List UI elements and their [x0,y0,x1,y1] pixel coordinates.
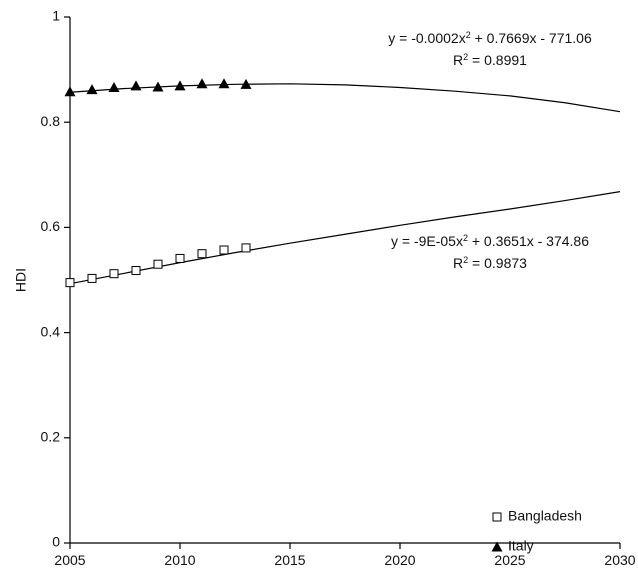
data-point [109,269,119,279]
legend-marker [492,512,502,522]
data-point [130,80,142,91]
legend-marker [491,541,503,552]
equation-part: = 0.8991 [468,52,527,68]
x-tick-label: 2030 [604,552,635,568]
data-point [241,243,251,253]
data-point [219,245,229,255]
equation-part: 2 [463,52,468,62]
y-tick-label: 0.6 [41,218,61,234]
y-axis-label: HDI [13,268,29,292]
data-point [131,266,141,276]
legend-label: Bangladesh [508,508,582,524]
data-point [240,78,252,89]
data-point [196,78,208,89]
data-point [174,80,186,91]
data-point [87,273,97,283]
data-point [65,278,75,288]
equation-part: = 0.9873 [468,255,527,271]
r-squared: R2 = 0.8991 [453,52,527,68]
equation-part: 2 [463,233,468,243]
data-point [175,253,185,263]
x-tick-label: 2010 [164,552,195,568]
x-tick-label: 2025 [494,552,525,568]
data-point [152,81,164,92]
data-point [108,81,120,92]
y-tick-label: 0.8 [41,113,61,129]
y-tick-label: 0.2 [41,429,61,445]
legend-label: Italy [508,538,534,554]
data-point [197,249,207,259]
y-tick-label: 0.4 [41,323,61,339]
trend-equation: y = -0.0002x2 + 0.7669x - 771.06 [388,30,592,46]
x-tick-label: 2015 [274,552,305,568]
equation-part: y = -0.0002x [388,30,465,46]
equation-part: + 0.3651x - 374.86 [468,233,589,249]
equation-part: y = -9E-05x [391,233,463,249]
data-point [153,259,163,269]
r-squared: R2 = 0.9873 [453,255,527,271]
trendline [69,83,621,113]
y-tick-label: 0 [52,534,60,550]
equation-part: 2 [466,30,471,40]
equation-part: + 0.7669x - 771.06 [471,30,592,46]
trend-equation: y = -9E-05x2 + 0.3651x - 374.86 [391,233,589,249]
equation-part: R [453,255,463,271]
data-point [218,78,230,89]
equation-part: R [453,52,463,68]
data-point [64,86,76,97]
x-tick-label: 2020 [384,552,415,568]
data-point [86,84,98,95]
x-tick-label: 2005 [54,552,85,568]
y-tick-label: 1 [52,8,60,24]
equation-part: 2 [463,255,468,265]
